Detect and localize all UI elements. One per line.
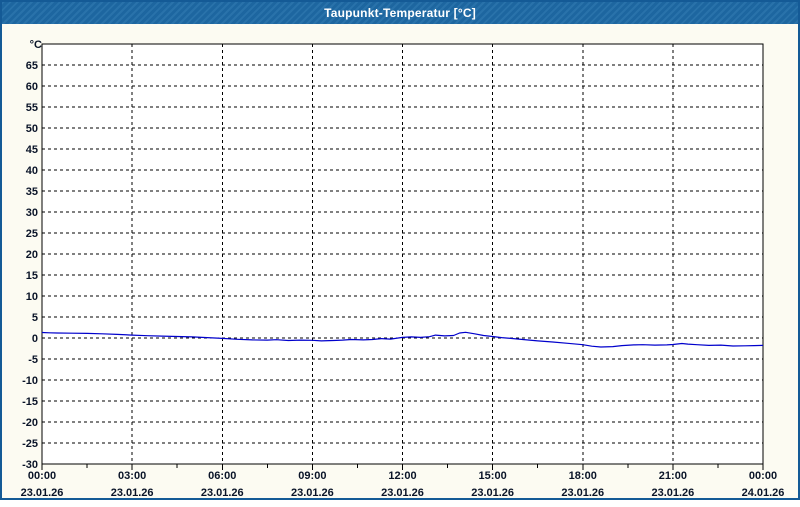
y-tick-label: 5 <box>32 312 38 324</box>
y-tick-label: -25 <box>22 438 38 450</box>
x-tick-time-label: 18:00 <box>569 470 597 482</box>
y-tick-label: -15 <box>22 396 38 408</box>
x-tick-time-label: 21:00 <box>659 470 687 482</box>
y-tick-label: -20 <box>22 417 38 429</box>
y-tick-label: 0 <box>32 333 38 345</box>
y-tick-label: 10 <box>26 291 38 303</box>
x-tick-date-label: 23.01.26 <box>381 487 424 499</box>
y-tick-label: 35 <box>26 186 38 198</box>
x-tick-date-label: 23.01.26 <box>561 487 604 499</box>
y-tick-label: 50 <box>26 123 38 135</box>
y-tick-label: 55 <box>26 102 38 114</box>
x-tick-time-label: 09:00 <box>298 470 326 482</box>
y-unit-label: °C <box>30 39 42 51</box>
x-tick-date-label: 23.01.26 <box>651 487 694 499</box>
series-line <box>41 331 764 348</box>
y-tick-label: 40 <box>26 165 38 177</box>
y-tick-label: -30 <box>22 459 38 471</box>
window-title: Taupunkt-Temperatur [°C] <box>324 6 476 20</box>
y-tick-label: 20 <box>26 249 38 261</box>
x-tick-time-label: 12:00 <box>388 470 416 482</box>
y-tick-label: 60 <box>26 81 38 93</box>
x-tick-date-label: 23.01.26 <box>111 487 154 499</box>
y-tick-label: 65 <box>26 60 38 72</box>
x-tick-date-label: 23.01.26 <box>471 487 514 499</box>
x-tick-time-label: 06:00 <box>208 470 236 482</box>
y-tick-label: 45 <box>26 144 38 156</box>
y-tick-label: 15 <box>26 270 38 282</box>
x-tick-date-label: 23.01.26 <box>201 487 244 499</box>
x-tick-date-label: 24.01.26 <box>742 487 785 499</box>
x-tick-time-label: 03:00 <box>118 470 146 482</box>
x-tick-date-label: 23.01.26 <box>291 487 334 499</box>
y-tick-label: -5 <box>28 354 38 366</box>
x-tick-time-label: 15:00 <box>479 470 507 482</box>
y-tick-label: 25 <box>26 228 38 240</box>
x-tick-time-label: 00:00 <box>28 470 56 482</box>
y-tick-label: 30 <box>26 207 38 219</box>
x-tick-time-label: 00:00 <box>749 470 777 482</box>
window-titlebar[interactable]: Taupunkt-Temperatur [°C] <box>2 2 798 24</box>
plot-border <box>41 43 764 465</box>
x-tick-date-label: 23.01.26 <box>21 487 64 499</box>
y-tick-label: -10 <box>22 375 38 387</box>
